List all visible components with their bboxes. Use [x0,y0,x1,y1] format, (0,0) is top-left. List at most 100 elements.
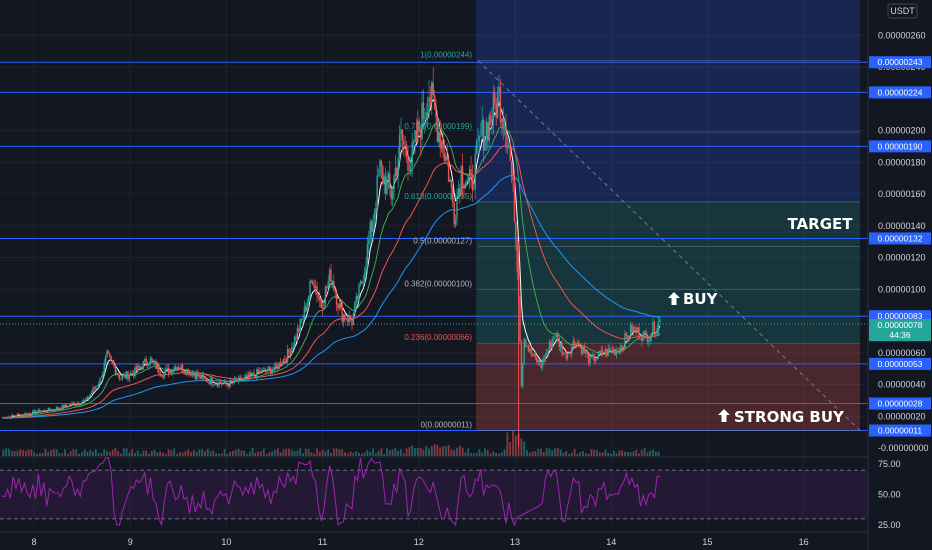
candle-body-325 [456,196,458,220]
candle-body-334 [468,169,471,177]
candle-body-337 [473,188,475,190]
price-level-badge-label-0: 0.00000243 [878,57,923,67]
candle-body-121 [170,369,173,373]
candle-body-439 [615,350,618,356]
volume-bar-295 [414,448,416,456]
candle-body-353 [495,103,497,118]
volume-bar-101 [142,450,145,456]
candle-body-92 [130,372,132,376]
candle-body-432 [606,349,608,356]
candle-body-216 [303,306,306,320]
currency-badge[interactable]: USDT [890,6,915,16]
candle-body-442 [620,345,622,353]
volume-bar-331 [464,452,467,456]
volume-bar-29 [41,452,44,456]
candle-body-260 [365,265,367,272]
candle-body-312 [438,131,440,143]
price-axis[interactable]: 0.000002600.000002400.000002000.00000180… [869,30,931,453]
candle-body-453 [635,328,637,333]
candle-body-463 [649,336,651,341]
candle-body-452 [634,326,636,329]
volume-bar-133 [187,449,190,456]
volume-bar-375 [526,450,528,456]
candle-body-434 [608,348,611,351]
candle-body-28 [40,411,42,413]
volume-bar-285 [400,449,402,456]
volume-bar-41 [58,453,61,456]
candle-body-422 [592,354,594,357]
candle-body-383 [537,359,539,363]
candle-body-199 [279,362,282,366]
zone-profit [476,201,860,344]
candle-body-382 [536,357,538,363]
volume-bar-327 [458,445,461,456]
currency-badge-box[interactable] [887,3,918,19]
candle-body-140 [197,373,199,377]
candle-body-316 [443,153,446,161]
price-level-badge-7 [869,424,931,437]
candle-body-258 [362,282,364,284]
volume-bar-359 [503,449,506,456]
volume-bar-323 [453,449,456,456]
time-axis[interactable]: 8 9 10 11 12 13 14 15 16 [31,537,808,547]
volume-bar-151 [212,450,215,456]
candle-body-191 [268,366,271,368]
candle-body-34 [48,407,51,410]
candle-body-458 [642,331,644,342]
candle-body-303 [425,112,427,118]
fib-label-4: 0.382(0.00000100) [404,279,472,288]
rsi-axis[interactable]: 75.00 50.00 25.00 [878,459,901,530]
candle-body-437 [613,349,615,353]
candle-body-386 [541,359,544,368]
candle-body-172 [242,379,244,381]
candle-body-331 [464,183,467,189]
volume-bar-391 [548,448,551,456]
volume-bar-171 [240,450,243,456]
candle-body-430 [603,354,605,355]
volume-bar-421 [590,449,593,456]
candle-body-169 [237,376,240,382]
fib-label-1: 0.786(0.00000199) [404,122,472,131]
volume-bar-373 [523,441,526,456]
volume-bar-389 [545,448,548,456]
x-tick-label-14: 14 [606,537,616,547]
candle-body-291 [408,169,411,172]
volume-bar-433 [607,452,610,456]
volume-bar-303 [425,445,428,456]
candle-body-405 [568,352,570,354]
candle-body-228 [320,300,322,309]
candle-body-278 [390,187,392,200]
candle-body-166 [233,378,236,383]
candle-body-90 [127,371,129,380]
candle-body-53 [75,404,77,406]
volume-bar-291 [408,446,411,456]
volume-bar-185 [260,451,262,456]
volume-bar-407 [570,452,573,456]
volume-bar-411 [576,453,579,456]
volume-bar-297 [416,447,419,456]
candle-body-317 [445,156,447,161]
volume-bar-157 [220,453,223,456]
volume-bar-191 [268,452,271,456]
candle-body-245 [344,314,346,320]
volume-bar-65 [92,451,94,456]
fib-trend-line [477,60,861,431]
volume-bar-9 [13,450,16,456]
volume-bar-459 [643,448,646,456]
candle-body-22 [32,410,34,415]
x-tick-label-16: 16 [799,537,809,547]
candle-body-227 [319,297,321,301]
candle-body-151 [212,384,215,386]
candle-body-133 [187,369,189,375]
candle-body-349 [489,115,492,123]
volume-bar-75 [106,450,108,456]
candle-body-120 [169,369,171,374]
candle-body-275 [386,178,388,194]
candle-body-138 [194,374,196,380]
candle-body-356 [499,86,502,123]
candle-body-123 [173,367,175,370]
volume-bar-319 [447,444,450,456]
volume-bars [2,431,660,456]
candle-body-139 [195,373,198,380]
